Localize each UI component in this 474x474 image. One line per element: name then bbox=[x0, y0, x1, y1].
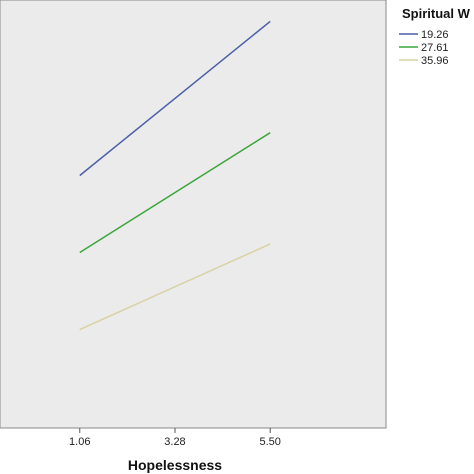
series-line-1 bbox=[79, 20, 271, 177]
x-tick-label: 3.28 bbox=[164, 436, 185, 448]
legend-title: Spiritual W bbox=[402, 6, 471, 21]
series-line-3 bbox=[79, 243, 271, 331]
plot-background bbox=[0, 0, 387, 429]
x-axis-ticks bbox=[79, 428, 271, 433]
x-axis-tick-labels: 1.06 3.28 5.50 bbox=[69, 436, 281, 448]
legend-label: 27.61 bbox=[421, 42, 449, 54]
legend-label: 35.96 bbox=[421, 55, 449, 67]
legend-label: 19.26 bbox=[421, 29, 449, 41]
series-lines bbox=[79, 20, 271, 331]
x-axis-title: Hopelessness bbox=[128, 457, 222, 473]
series-line-2 bbox=[79, 132, 271, 254]
x-tick-label: 1.06 bbox=[69, 436, 90, 448]
x-tick-label: 5.50 bbox=[259, 436, 280, 448]
